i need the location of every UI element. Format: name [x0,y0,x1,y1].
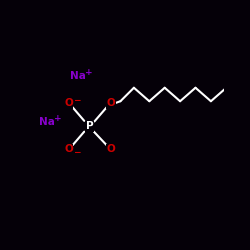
Text: O: O [106,98,115,108]
Text: +: + [85,68,92,77]
Text: +: + [54,114,62,124]
Text: O: O [64,144,73,154]
Text: O: O [106,144,115,154]
Text: −: − [73,96,80,105]
Text: Na: Na [39,118,55,128]
Text: O: O [64,98,73,108]
Text: Na: Na [70,71,86,81]
Text: P: P [86,121,94,131]
Text: −: − [73,148,80,157]
